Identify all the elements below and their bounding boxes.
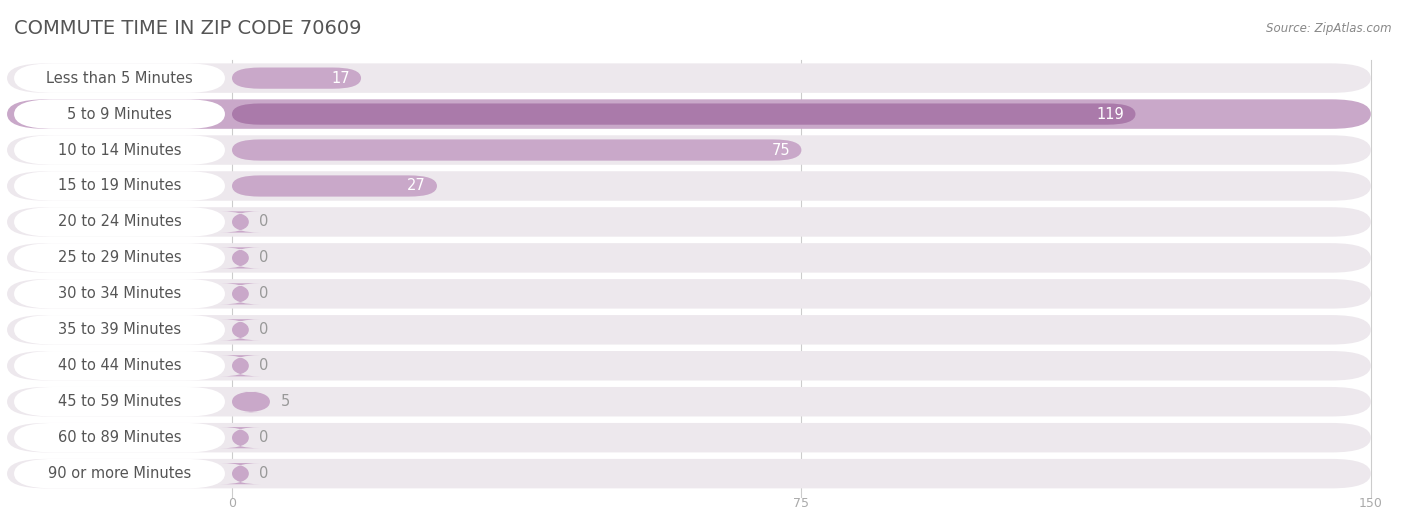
Text: Source: ZipAtlas.com: Source: ZipAtlas.com <box>1267 22 1392 35</box>
Text: 27: 27 <box>406 178 426 194</box>
Text: 5: 5 <box>281 394 291 409</box>
FancyBboxPatch shape <box>232 67 361 89</box>
FancyBboxPatch shape <box>221 355 260 377</box>
Text: 0: 0 <box>259 466 269 481</box>
Text: 30 to 34 Minutes: 30 to 34 Minutes <box>58 287 181 301</box>
FancyBboxPatch shape <box>232 391 270 412</box>
FancyBboxPatch shape <box>232 175 437 197</box>
FancyBboxPatch shape <box>221 427 260 448</box>
FancyBboxPatch shape <box>7 63 1371 93</box>
FancyBboxPatch shape <box>7 423 1371 452</box>
Text: 15 to 19 Minutes: 15 to 19 Minutes <box>58 178 181 194</box>
FancyBboxPatch shape <box>7 351 1371 381</box>
FancyBboxPatch shape <box>14 243 225 272</box>
FancyBboxPatch shape <box>7 279 1371 309</box>
FancyBboxPatch shape <box>7 387 1371 416</box>
Text: 0: 0 <box>259 358 269 373</box>
FancyBboxPatch shape <box>7 459 1371 488</box>
FancyBboxPatch shape <box>7 99 1371 129</box>
FancyBboxPatch shape <box>232 104 1136 124</box>
Text: 90 or more Minutes: 90 or more Minutes <box>48 466 191 481</box>
Text: 75: 75 <box>772 143 790 157</box>
Text: 0: 0 <box>259 287 269 301</box>
FancyBboxPatch shape <box>14 135 225 165</box>
Text: 20 to 24 Minutes: 20 to 24 Minutes <box>58 214 181 230</box>
FancyBboxPatch shape <box>221 319 260 340</box>
FancyBboxPatch shape <box>14 351 225 381</box>
FancyBboxPatch shape <box>14 63 225 93</box>
FancyBboxPatch shape <box>14 315 225 345</box>
Text: 150: 150 <box>1360 497 1382 509</box>
FancyBboxPatch shape <box>221 247 260 268</box>
FancyBboxPatch shape <box>7 207 1371 237</box>
Text: COMMUTE TIME IN ZIP CODE 70609: COMMUTE TIME IN ZIP CODE 70609 <box>14 19 361 38</box>
Text: 5 to 9 Minutes: 5 to 9 Minutes <box>67 107 172 121</box>
FancyBboxPatch shape <box>221 283 260 304</box>
Text: 45 to 59 Minutes: 45 to 59 Minutes <box>58 394 181 409</box>
FancyBboxPatch shape <box>7 243 1371 272</box>
Text: 17: 17 <box>332 71 350 86</box>
Text: 60 to 89 Minutes: 60 to 89 Minutes <box>58 430 181 445</box>
Text: 0: 0 <box>228 497 236 509</box>
FancyBboxPatch shape <box>232 140 801 161</box>
Text: 40 to 44 Minutes: 40 to 44 Minutes <box>58 358 181 373</box>
FancyBboxPatch shape <box>7 315 1371 345</box>
FancyBboxPatch shape <box>14 459 225 488</box>
FancyBboxPatch shape <box>221 463 260 484</box>
Text: 25 to 29 Minutes: 25 to 29 Minutes <box>58 251 181 265</box>
FancyBboxPatch shape <box>14 387 225 416</box>
Text: 0: 0 <box>259 251 269 265</box>
Text: 0: 0 <box>259 322 269 337</box>
Text: 35 to 39 Minutes: 35 to 39 Minutes <box>58 322 181 337</box>
FancyBboxPatch shape <box>221 211 260 233</box>
FancyBboxPatch shape <box>7 135 1371 165</box>
Text: 0: 0 <box>259 214 269 230</box>
Text: 119: 119 <box>1097 107 1125 121</box>
FancyBboxPatch shape <box>14 423 225 452</box>
FancyBboxPatch shape <box>14 279 225 309</box>
FancyBboxPatch shape <box>14 171 225 201</box>
FancyBboxPatch shape <box>14 99 225 129</box>
Text: 10 to 14 Minutes: 10 to 14 Minutes <box>58 143 181 157</box>
FancyBboxPatch shape <box>14 207 225 237</box>
Text: 0: 0 <box>259 430 269 445</box>
FancyBboxPatch shape <box>7 171 1371 201</box>
Text: 75: 75 <box>793 497 810 509</box>
Text: Less than 5 Minutes: Less than 5 Minutes <box>46 71 193 86</box>
